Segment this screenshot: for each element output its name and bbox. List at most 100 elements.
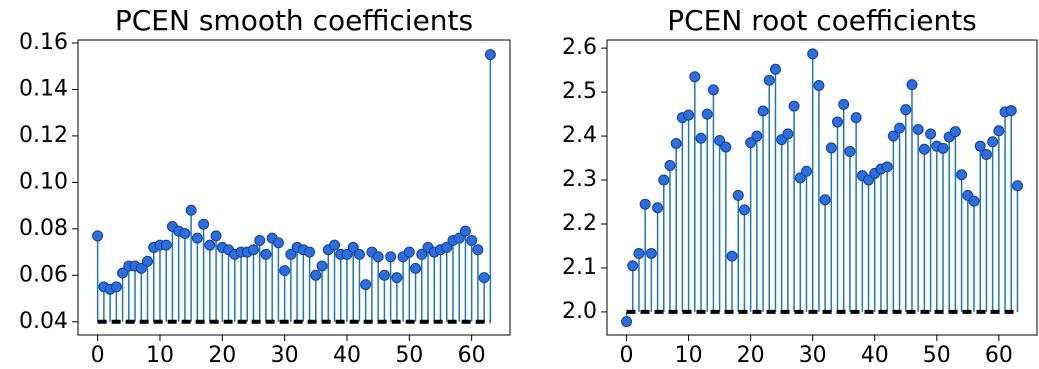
marker (472, 244, 484, 256)
marker (763, 74, 775, 86)
marker (478, 272, 490, 284)
y-tick-label: 0.10 (19, 169, 68, 194)
marker (689, 71, 701, 83)
marker (912, 123, 924, 135)
marker (279, 265, 291, 277)
marker (937, 142, 949, 154)
marker (949, 126, 961, 138)
x-tick-label: 60 (458, 343, 486, 368)
plot-frame (606, 39, 1038, 336)
marker (918, 143, 930, 155)
marker (788, 100, 800, 112)
marker (316, 260, 328, 272)
marker (726, 250, 738, 262)
y-tick-label: 0.08 (19, 216, 68, 241)
marker (695, 132, 707, 144)
marker (850, 112, 862, 124)
marker (782, 128, 794, 140)
marker (751, 130, 763, 142)
marker (385, 251, 397, 263)
marker (807, 48, 819, 60)
marker (745, 137, 757, 149)
marker (1011, 180, 1023, 192)
marker (210, 230, 222, 242)
plot-frame (77, 39, 511, 336)
chart: PCEN smooth coefficients 0.04 0.06 0.08 0.10… (19, 4, 511, 368)
marker (372, 251, 384, 263)
marker (658, 174, 670, 186)
marker (645, 247, 657, 259)
x-tick-label: 40 (333, 343, 361, 368)
y-tick-label: 0.12 (19, 123, 68, 148)
marker (881, 161, 893, 173)
marker (800, 165, 812, 177)
y-tick-label: 2.5 (562, 79, 597, 104)
marker (160, 239, 172, 251)
marker (670, 138, 682, 150)
marker (254, 234, 266, 246)
marker (360, 279, 372, 291)
marker (757, 105, 769, 117)
marker (347, 241, 359, 253)
marker (272, 237, 284, 249)
chart-title: PCEN root coefficients (667, 4, 977, 37)
y-tick-label: 2.2 (562, 211, 597, 236)
marker (956, 169, 968, 181)
chart: PCEN root coefficients 2.0 2.1 2.2 2.3 2.4 2.5… (562, 4, 1038, 368)
marker (185, 204, 197, 216)
marker (769, 63, 781, 75)
marker (639, 198, 651, 210)
marker (974, 140, 986, 152)
chart-title: PCEN smooth coefficients (115, 4, 473, 37)
marker (204, 239, 216, 251)
marker (191, 232, 203, 244)
marker (825, 142, 837, 154)
marker (887, 130, 899, 142)
marker (441, 241, 453, 253)
marker (391, 272, 403, 284)
marker (621, 316, 633, 328)
x-tick-label: 0 (620, 343, 634, 368)
marker (720, 141, 732, 153)
x-tick-label: 50 (395, 343, 423, 368)
y-tick-label: 2.4 (562, 123, 597, 148)
marker (142, 255, 154, 267)
marker (353, 248, 365, 260)
marker (627, 260, 639, 272)
marker (838, 98, 850, 110)
marker (179, 227, 191, 239)
marker (844, 145, 856, 157)
marker (341, 248, 353, 260)
y-tick-label: 2.3 (562, 167, 597, 192)
x-tick-label: 0 (91, 343, 105, 368)
x-tick-label: 10 (675, 343, 703, 368)
marker (1005, 105, 1017, 117)
marker (714, 134, 726, 146)
x-tick-label: 30 (799, 343, 827, 368)
marker (819, 194, 831, 206)
marker (794, 172, 806, 184)
marker (738, 204, 750, 216)
marker (987, 136, 999, 148)
marker (633, 247, 645, 259)
marker (459, 225, 471, 237)
y-tick-label: 2.0 (562, 299, 597, 324)
marker (484, 49, 496, 61)
x-tick-label: 50 (923, 343, 951, 368)
y-tick-label: 0.16 (19, 30, 68, 55)
marker (110, 281, 122, 293)
marker (403, 246, 415, 258)
marker (652, 202, 664, 214)
y-tick-label: 2.1 (562, 255, 597, 280)
marker (92, 230, 104, 242)
marker (832, 116, 844, 128)
marker (993, 125, 1005, 137)
y-tick-label: 0.14 (19, 76, 68, 101)
marker (968, 195, 980, 207)
marker (260, 248, 272, 260)
marker (813, 80, 825, 92)
marker (701, 108, 713, 120)
marker (304, 246, 316, 258)
